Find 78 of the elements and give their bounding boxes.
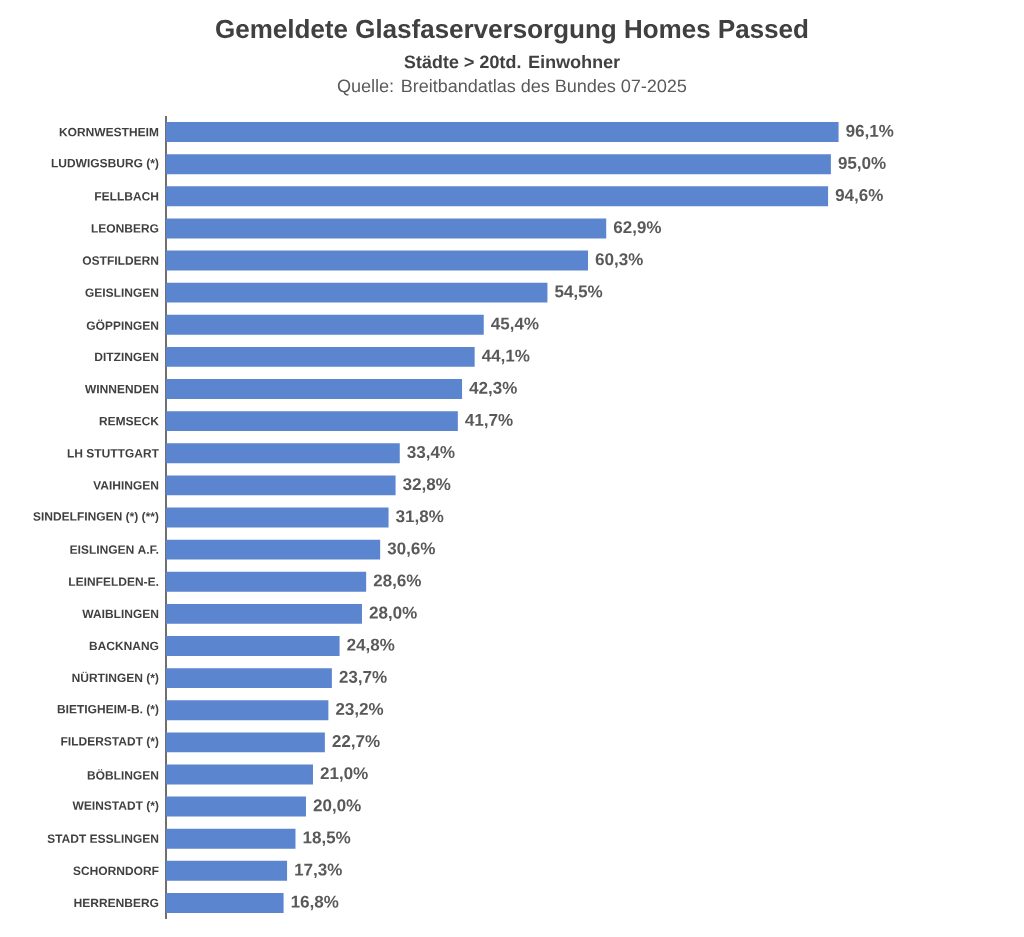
bar xyxy=(166,571,367,592)
bar xyxy=(166,700,329,721)
bar xyxy=(166,186,829,207)
bar xyxy=(166,218,607,239)
data-label: 33,4% xyxy=(407,446,455,461)
data-label: 45,4% xyxy=(491,317,539,333)
source-note: Quelle: Breitbandatlas des Bundes 07-2025 xyxy=(337,79,687,96)
data-label: 30,6% xyxy=(387,542,435,557)
y-tick-label: WAIBLINGEN xyxy=(82,609,159,619)
bar xyxy=(166,668,332,689)
data-label: 23,7% xyxy=(339,670,387,686)
bar xyxy=(166,539,381,560)
y-tick-label: FILDERSTADT (*) xyxy=(61,736,159,748)
data-label: 94,6% xyxy=(835,189,883,204)
data-label: 20,0% xyxy=(313,799,361,814)
y-tick-label: LEONBERG xyxy=(91,224,159,233)
data-label: 21,0% xyxy=(320,767,368,782)
y-tick-label: EISLINGEN A.F. xyxy=(70,545,159,554)
data-label: 28,0% xyxy=(369,606,417,622)
chart-title: Gemeldete Glasfaserversorgung Homes Passed xyxy=(216,19,808,44)
bar xyxy=(166,411,458,432)
data-label: 18,5% xyxy=(303,831,351,846)
y-tick-label: LUDWIGSBURG (*) xyxy=(51,158,159,170)
data-label: 28,6% xyxy=(373,574,421,589)
y-tick-label: BÖBLINGEN xyxy=(87,769,159,780)
y-tick-label: LH STUTTGART xyxy=(67,449,159,458)
bar xyxy=(166,732,325,753)
data-label: 62,9% xyxy=(613,221,662,236)
data-label: 95,0% xyxy=(838,156,886,172)
data-label: 32,8% xyxy=(403,478,451,493)
y-tick-label: WINNENDEN xyxy=(84,384,159,394)
data-label: 16,8% xyxy=(291,895,339,911)
bar xyxy=(166,282,548,303)
bar xyxy=(166,443,400,464)
data-label: 24,8% xyxy=(347,638,395,654)
data-label: 41,7% xyxy=(465,413,513,429)
bar xyxy=(166,796,306,817)
data-label: 17,3% xyxy=(295,863,342,879)
y-tick-label: REMSECK xyxy=(99,416,159,426)
data-label: 96,1% xyxy=(846,124,894,140)
bar xyxy=(166,828,296,849)
y-tick-label: LEINFELDEN-E. xyxy=(69,577,159,586)
y-tick-label: GEISLINGEN xyxy=(85,288,159,297)
y-tick-label: BACKNANG xyxy=(89,641,159,651)
y-tick-label: SINDELFINGEN (*) (**) xyxy=(33,511,159,524)
y-tick-label: DITZINGEN xyxy=(95,352,159,362)
data-label: 44,1% xyxy=(481,349,530,365)
data-label: 54,5% xyxy=(555,285,603,300)
data-label: 23,2% xyxy=(336,702,384,718)
bar xyxy=(166,122,839,143)
y-tick-label: SCHORNDORF xyxy=(73,866,159,876)
data-label: 31,8% xyxy=(396,510,444,525)
chart-subtitle: Städte > 20td. Einwohner xyxy=(404,55,620,69)
bar xyxy=(166,892,284,913)
y-tick-label: GÖPPINGEN xyxy=(86,319,159,330)
bar xyxy=(166,603,362,624)
y-tick-label: HERRENBERG xyxy=(74,898,159,908)
data-label: 60,3% xyxy=(595,253,643,268)
bar xyxy=(166,346,475,367)
y-tick-label: BIETIGHEIM-B. (*) xyxy=(57,704,159,716)
y-tick-label: NÜRTINGEN (*) xyxy=(72,671,159,685)
y-tick-label: STADT ESSLINGEN xyxy=(47,834,159,843)
bar xyxy=(166,636,340,656)
bar xyxy=(166,379,463,399)
bar xyxy=(166,507,389,528)
y-tick-label: KORNWESTHEIM xyxy=(59,127,159,137)
y-tick-label: VAIHINGEN xyxy=(93,481,159,490)
bar xyxy=(166,475,396,496)
data-label: 22,7% xyxy=(332,735,380,750)
bar xyxy=(166,250,589,271)
data-label: 42,3% xyxy=(469,381,517,397)
y-tick-label: FELLBACH xyxy=(95,192,159,201)
y-tick-label: OSTFILDERN xyxy=(82,256,159,265)
bar xyxy=(166,154,831,175)
y-tick-label: WEINSTADT (*) xyxy=(72,800,159,813)
bar xyxy=(166,314,484,335)
bar xyxy=(166,764,313,785)
bar xyxy=(166,860,288,881)
